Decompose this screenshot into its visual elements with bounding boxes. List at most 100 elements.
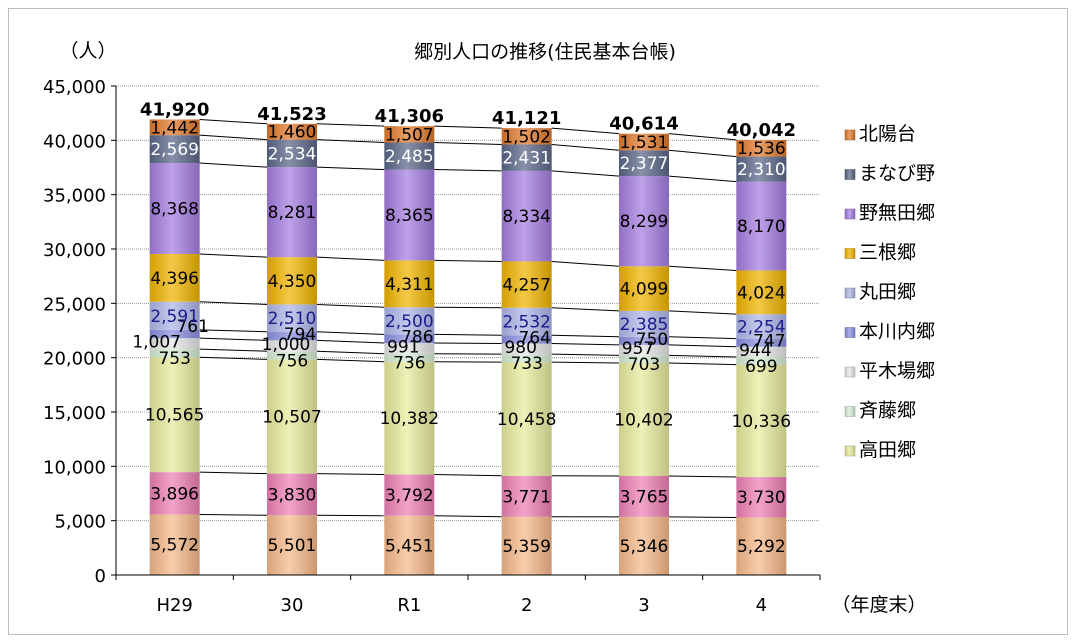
bar-segment (384, 169, 435, 261)
connector-lines (199, 118, 737, 518)
legend-swatch (844, 208, 856, 220)
legend-swatch (844, 406, 856, 417)
segment-value-label: 1,007 (132, 333, 181, 353)
series-connector-line (199, 471, 268, 475)
bar-segment (736, 270, 787, 315)
x-tick-label: 3 (638, 595, 649, 616)
series-connector-line (199, 134, 268, 141)
series-connector-line (668, 265, 737, 271)
y-tick-label: 25,000 (43, 294, 106, 315)
bar-segment (267, 139, 317, 168)
bar-segment (149, 329, 200, 339)
legend-label: まなび野 (859, 163, 935, 185)
segment-value-label: 756 (276, 351, 308, 371)
segment-value-label: 4,257 (502, 276, 551, 296)
x-axis-ticks: H29 30 R1 2 3 4 (156, 595, 767, 616)
series-connector-line (551, 307, 620, 312)
series-connector-line (551, 143, 620, 151)
segment-value-label: 8,368 (150, 200, 199, 220)
legend-swatch (844, 445, 856, 457)
legend-swatch (844, 129, 856, 141)
series-connector-line (668, 133, 737, 141)
bar-segment (267, 473, 317, 516)
series-connector-line (668, 149, 737, 158)
segment-value-label: 1,442 (150, 118, 199, 138)
bar-segment (501, 144, 552, 171)
y-axis-label: （人） (59, 40, 116, 62)
segment-value-label: 10,336 (732, 412, 791, 432)
total-value-label: 41,121 (492, 108, 561, 129)
bar-segment (736, 517, 787, 575)
series-connector-line (668, 336, 737, 340)
axes (111, 85, 821, 580)
total-value-label: 41,523 (257, 104, 326, 125)
bar-segment (267, 351, 317, 360)
bar-segment (619, 266, 669, 311)
segment-value-label: 4,396 (150, 269, 199, 289)
bar-segment (501, 170, 552, 262)
segment-value-label: 8,281 (268, 203, 317, 223)
segment-value-label: 4,350 (268, 272, 317, 292)
segment-value-label: 2,534 (268, 144, 317, 164)
segment-value-label: 980 (504, 338, 536, 358)
bar-segment (501, 475, 552, 517)
series-connector-line (434, 333, 502, 336)
series-connector-line (316, 123, 385, 127)
bar-segment (149, 357, 200, 473)
series-connector-line (316, 350, 385, 355)
bar-segment (267, 304, 317, 332)
y-tick-label: 0 (95, 566, 106, 587)
series-connector-line (316, 473, 385, 476)
bar-segment (384, 307, 435, 335)
bar-segment (619, 516, 669, 575)
bar-segment (619, 355, 669, 363)
bar-segment (619, 362, 669, 476)
series-connector-line (668, 310, 737, 315)
segment-value-label: 2,254 (737, 317, 786, 337)
segment-value-label: 703 (628, 355, 660, 375)
bar-segment (619, 150, 669, 177)
series-connector-line (551, 260, 620, 267)
segment-value-label: 733 (510, 354, 542, 374)
bar-segment (619, 176, 669, 267)
segment-value-label: 5,572 (150, 536, 199, 556)
series-connector-line (434, 169, 502, 172)
bar-segment (267, 515, 317, 575)
series-connector-line (316, 256, 385, 261)
bar-segment (384, 142, 435, 170)
series-connector-line (316, 331, 385, 335)
series-connector-line (316, 339, 385, 344)
segment-value-label: 10,507 (262, 408, 321, 428)
bar-segment (619, 336, 669, 345)
segment-value-label: 764 (518, 328, 550, 348)
segment-value-label: 1,460 (268, 123, 317, 143)
bar-segment (736, 357, 787, 365)
series-connector-line (551, 127, 620, 135)
bar-segment (384, 474, 435, 516)
segment-value-label: 753 (158, 349, 190, 369)
segment-value-label: 3,830 (268, 485, 317, 505)
series-connector-line (199, 348, 268, 352)
segment-value-label: 1,507 (385, 125, 434, 145)
total-value-label: 41,920 (140, 99, 209, 120)
series-connector-line (551, 334, 620, 338)
y-tick-label: 15,000 (43, 403, 106, 424)
series-connector-line (316, 514, 385, 517)
bar-segment (736, 364, 787, 477)
series-connector-line (199, 253, 268, 258)
y-axis-ticks: 0 5,000 10,000 15,000 20,000 25,000 30,000 35,0… (43, 77, 106, 587)
legend-swatch (844, 169, 856, 180)
legend-label: 本川内郷 (859, 321, 935, 343)
segment-value-label: 2,591 (150, 307, 199, 327)
grid-lines (116, 85, 820, 522)
series-connector-line (551, 353, 620, 356)
bar-segment (736, 181, 787, 271)
bar-segment (149, 163, 200, 254)
series-connector-line (199, 356, 268, 360)
segment-value-label: 4,024 (737, 283, 786, 303)
bar-segment (267, 359, 317, 474)
